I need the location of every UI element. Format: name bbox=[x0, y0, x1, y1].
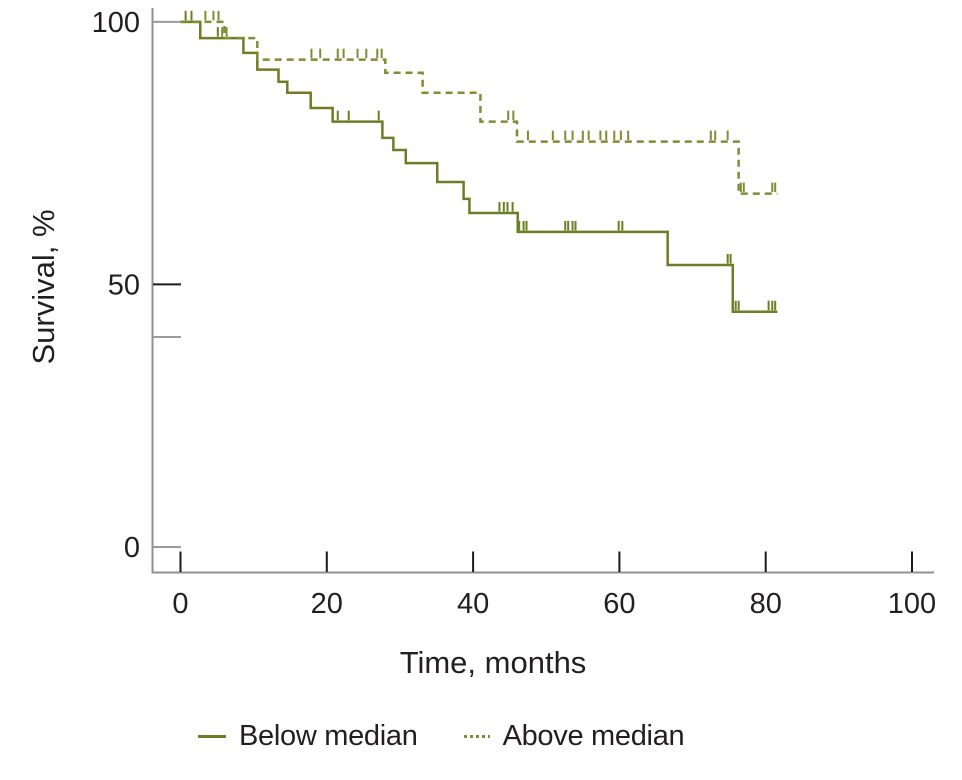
x-tick-label-100: 100 bbox=[888, 588, 936, 620]
legend-label-below-median: Below median bbox=[239, 719, 418, 752]
y-tick-label-50: 50 bbox=[108, 269, 140, 301]
survival-curve-below-median bbox=[180, 20, 778, 313]
survival-curve-above-median bbox=[180, 20, 778, 195]
y-tick-label-100: 100 bbox=[92, 7, 140, 39]
legend-label-above-median: Above median bbox=[502, 719, 685, 752]
legend-solid-line-swatch bbox=[198, 734, 226, 738]
y-axis-title: Survival, % bbox=[26, 209, 61, 365]
x-tick-label-0: 0 bbox=[172, 588, 188, 620]
x-tick-label-60: 60 bbox=[603, 588, 635, 620]
x-tick-label-80: 80 bbox=[750, 588, 782, 620]
x-axis-title: Time, months bbox=[399, 645, 587, 680]
legend-item-below-median: Below median bbox=[198, 720, 418, 753]
x-tick-label-40: 40 bbox=[457, 588, 489, 620]
legend-dashed-line-swatch bbox=[463, 734, 490, 738]
x-tick-label-20: 20 bbox=[311, 588, 343, 620]
legend-item-above-median: Above median bbox=[463, 719, 685, 753]
legend: Below median Above median bbox=[198, 719, 685, 753]
y-tick-label-0: 0 bbox=[124, 532, 140, 564]
